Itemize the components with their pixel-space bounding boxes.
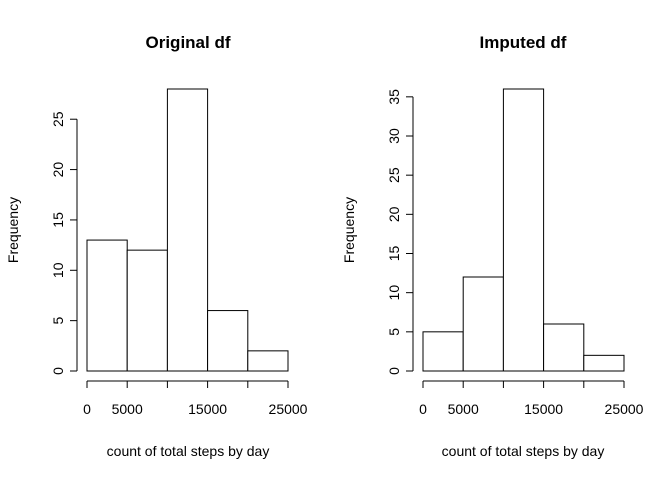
histogram-bar xyxy=(126,249,168,372)
y-axis-label: Frequency xyxy=(341,197,357,263)
x-tick-label: 5000 xyxy=(448,401,479,417)
x-axis-label: count of total steps by day xyxy=(442,443,605,459)
histogram-bar xyxy=(166,88,209,372)
chart-title: Imputed df xyxy=(480,33,567,52)
x-tick-label: 25000 xyxy=(605,401,644,417)
bars xyxy=(86,88,289,372)
panel-original: Original df 0 5000 15000 25000 0 5 10 15 20 25 c… xyxy=(5,33,308,459)
x-tick-label: 0 xyxy=(83,401,91,417)
y-tick-label: 30 xyxy=(386,128,402,144)
x-axis: 0 5000 15000 25000 xyxy=(83,380,308,417)
x-tick-label: 15000 xyxy=(188,401,227,417)
histogram-bar xyxy=(583,354,625,372)
y-tick-label: 10 xyxy=(386,285,402,301)
y-tick-label: 20 xyxy=(50,162,66,178)
y-tick-label: 15 xyxy=(386,246,402,262)
histogram-bar xyxy=(462,276,504,372)
y-tick-label: 0 xyxy=(386,367,402,375)
y-tick-label: 20 xyxy=(386,206,402,222)
y-tick-label: 25 xyxy=(50,111,66,127)
bars xyxy=(422,88,625,372)
y-axis: 0 5 10 15 20 25 30 35 xyxy=(386,89,414,375)
x-tick-label: 5000 xyxy=(112,401,143,417)
x-axis-label: count of total steps by day xyxy=(107,443,270,459)
y-tick-label: 0 xyxy=(50,367,66,375)
y-tick-label: 15 xyxy=(50,212,66,228)
chart-title: Original df xyxy=(146,33,231,52)
y-tick-label: 5 xyxy=(50,317,66,325)
y-axis-label: Frequency xyxy=(5,197,21,263)
y-tick-label: 25 xyxy=(386,167,402,183)
panel-imputed: Imputed df 0 5000 15000 25000 0 5 10 15 20 25 30 3… xyxy=(341,33,644,459)
y-axis: 0 5 10 15 20 25 xyxy=(50,111,78,375)
y-tick-label: 5 xyxy=(386,328,402,336)
x-axis: 0 5000 15000 25000 xyxy=(419,380,644,417)
x-tick-label: 25000 xyxy=(269,401,308,417)
histogram-bar xyxy=(543,323,585,372)
x-tick-label: 15000 xyxy=(524,401,563,417)
histogram-bar xyxy=(502,88,545,372)
y-tick-label: 10 xyxy=(50,262,66,278)
histogram-bar xyxy=(207,310,249,372)
histogram-bar xyxy=(86,239,128,372)
x-tick-label: 0 xyxy=(419,401,427,417)
y-tick-label: 35 xyxy=(386,89,402,105)
histogram-bar xyxy=(247,350,289,372)
histogram-bar xyxy=(422,331,464,372)
